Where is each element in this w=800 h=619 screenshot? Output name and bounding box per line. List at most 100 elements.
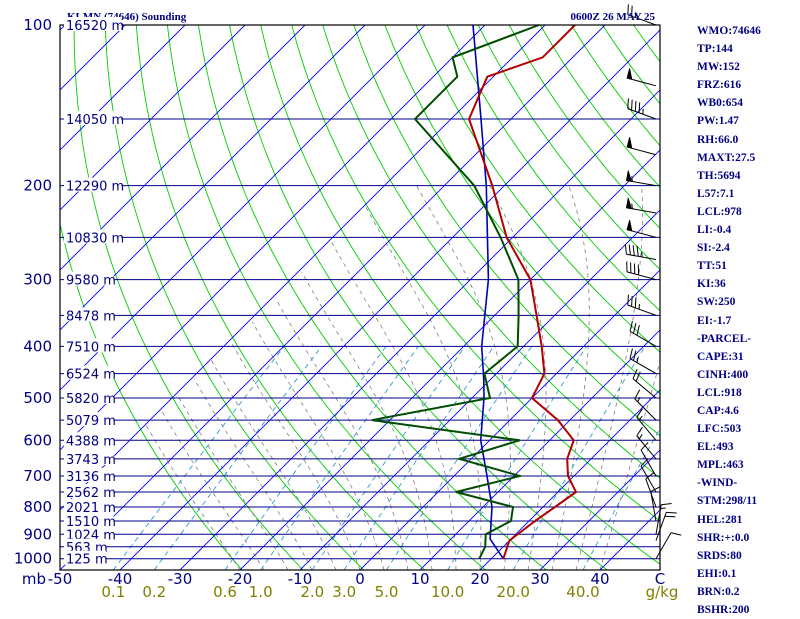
- wind-barb-feather: [628, 98, 629, 108]
- wind-barb-staff: [641, 466, 656, 492]
- isotherm-line: [0, 25, 365, 570]
- wind-barb: [627, 68, 656, 85]
- stat-key: LFC: [697, 423, 720, 435]
- height-label: 3136 m: [66, 470, 116, 485]
- mb-axis-unit: mb: [22, 570, 46, 588]
- height-label: 8478 m: [66, 309, 116, 324]
- wind-barb-pennant: [626, 171, 631, 182]
- mixing-ratio-label: 3.0: [332, 583, 356, 600]
- stat-key: TT: [697, 260, 712, 272]
- stat-item: TH:5694: [697, 167, 800, 185]
- stat-item: LCL:978: [697, 203, 800, 221]
- stat-value: -2.4: [712, 242, 730, 254]
- stat-item: L57:7.1: [697, 185, 800, 203]
- stat-key: SW: [697, 296, 714, 308]
- stat-item: RH:66.0: [697, 131, 800, 149]
- wind-barb-staff: [656, 533, 671, 559]
- mixing-ratio-label: 2.0: [300, 583, 324, 600]
- height-label: 2562 m: [66, 486, 116, 501]
- stat-value: 0.1: [722, 568, 736, 580]
- chart-timestamp: 0600Z 26 MAY 25: [571, 11, 656, 23]
- stat-key: SI: [697, 242, 708, 254]
- stat-value: 66.0: [718, 134, 738, 146]
- pressure-tick-label: 500: [23, 389, 52, 407]
- stat-key: WB0: [697, 97, 722, 109]
- stat-key: LCL: [697, 206, 721, 218]
- height-label: 4388 m: [66, 434, 116, 449]
- stat-value: -1.7: [713, 315, 731, 327]
- stat-item: CAP:4.6: [697, 402, 800, 420]
- stat-item: STM:298/11: [697, 492, 800, 510]
- stat-item: MAXT:27.5: [697, 149, 800, 167]
- isotherm-line: [60, 25, 605, 570]
- wind-barb-half-feather: [632, 204, 633, 209]
- stat-value: 400: [731, 369, 748, 381]
- stat-value: 74646: [732, 25, 761, 37]
- mixing-ratio-label: 10.0: [431, 583, 464, 600]
- stat-item: EI:-1.7: [697, 312, 800, 330]
- height-label: 5079 m: [66, 414, 116, 429]
- stat-value: -0.4: [713, 224, 731, 236]
- moist-adiabat-line: [161, 409, 264, 570]
- wind-barb: [626, 198, 656, 213]
- stat-item: WMO:74646: [697, 22, 800, 40]
- wind-barb-feather: [666, 512, 676, 513]
- stat-value: +:0.0: [725, 532, 750, 544]
- stat-key: STM: [697, 495, 722, 507]
- height-label: 3743 m: [66, 453, 116, 468]
- stat-key: SHR: [697, 532, 721, 544]
- mixing-ratio-label: 5.0: [375, 583, 399, 600]
- wind-barb: [630, 321, 656, 346]
- temperature-tick-label: 0: [355, 570, 365, 588]
- stat-key: EL: [697, 441, 712, 453]
- wind-barb-staff: [637, 417, 656, 440]
- stat-value: 654: [726, 97, 743, 109]
- mixing-ratio-label: 20.0: [497, 583, 530, 600]
- stat-key: LI: [697, 224, 709, 236]
- pressure-tick-label: 300: [23, 271, 52, 289]
- mixing-ratio-line: [154, 346, 322, 570]
- stat-value: 918: [725, 387, 742, 399]
- stat-value: 7.1: [720, 188, 734, 200]
- mixing-ratio-label: g/kg: [646, 583, 679, 600]
- stat-value: 503: [724, 423, 741, 435]
- stat-item: MW:152: [697, 58, 800, 76]
- stat-value: 250: [718, 296, 735, 308]
- height-label: 14050 m: [66, 113, 124, 128]
- pressure-tick-label: 700: [23, 467, 52, 485]
- wind-barb-staff: [626, 254, 656, 259]
- dry-adiabat-line: [105, 25, 364, 570]
- stat-value: 298/11: [726, 495, 757, 507]
- stat-item: LCL:918: [697, 384, 800, 402]
- stat-value: 200: [732, 604, 749, 616]
- wind-barb-half-feather: [632, 176, 633, 181]
- wind-barb-half-feather: [639, 435, 642, 439]
- stat-value: 80: [730, 550, 742, 562]
- moist-adiabat-line: [576, 186, 643, 570]
- moist-adiabat-line: [552, 186, 589, 570]
- wind-barb-pennant: [627, 137, 632, 148]
- height-label: 5820 m: [66, 392, 116, 407]
- stat-key: BRN: [697, 586, 721, 598]
- stat-item: SHR:+:0.0: [697, 529, 800, 547]
- pressure-tick-label: 1000: [14, 550, 52, 568]
- stat-value: 1.47: [719, 115, 739, 127]
- temperature-tick-label: 20: [470, 570, 489, 588]
- stat-key: RH: [697, 134, 714, 146]
- moist-adiabat-line: [178, 396, 288, 570]
- mixing-ratio-line: [583, 346, 707, 570]
- moist-adiabat-line: [600, 186, 701, 570]
- stat-key: PW: [697, 115, 715, 127]
- wind-barb-feather: [635, 101, 636, 111]
- height-label: 12290 m: [66, 180, 124, 195]
- mixing-ratio-label: 0.6: [213, 583, 237, 600]
- pressure-tick-label: 400: [23, 337, 52, 355]
- stat-value: 36: [714, 278, 726, 290]
- wind-barb: [625, 244, 656, 260]
- wind-barb-half-feather: [642, 252, 643, 257]
- stat-key: EHI: [697, 568, 718, 580]
- stat-key: MW: [697, 61, 719, 73]
- mixing-ratio-label: 1.0: [249, 583, 273, 600]
- wind-barb-feather: [629, 245, 630, 255]
- wind-barb-feather: [665, 516, 675, 517]
